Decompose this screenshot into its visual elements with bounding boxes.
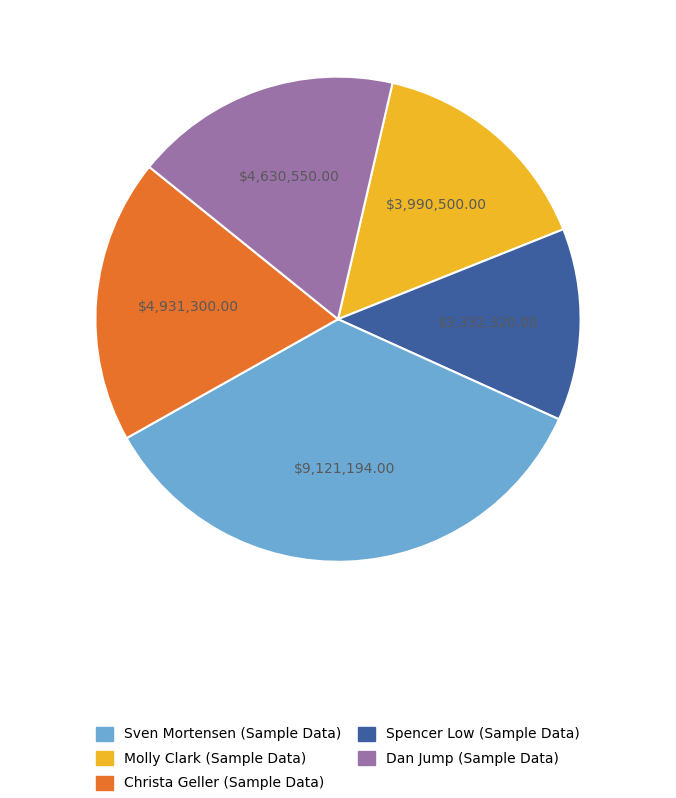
Text: $3,332,320.00: $3,332,320.00 <box>438 316 539 330</box>
Text: $3,990,500.00: $3,990,500.00 <box>385 198 487 212</box>
Wedge shape <box>338 83 563 319</box>
Wedge shape <box>95 167 338 438</box>
Wedge shape <box>126 319 559 562</box>
Text: $9,121,194.00: $9,121,194.00 <box>294 463 395 476</box>
Wedge shape <box>338 229 581 419</box>
Text: $4,630,550.00: $4,630,550.00 <box>239 170 339 184</box>
Legend: Sven Mortensen (Sample Data), Molly Clark (Sample Data), Christa Geller (Sample : Sven Mortensen (Sample Data), Molly Clar… <box>89 720 587 797</box>
Text: $4,931,300.00: $4,931,300.00 <box>138 300 239 314</box>
Wedge shape <box>149 77 393 319</box>
